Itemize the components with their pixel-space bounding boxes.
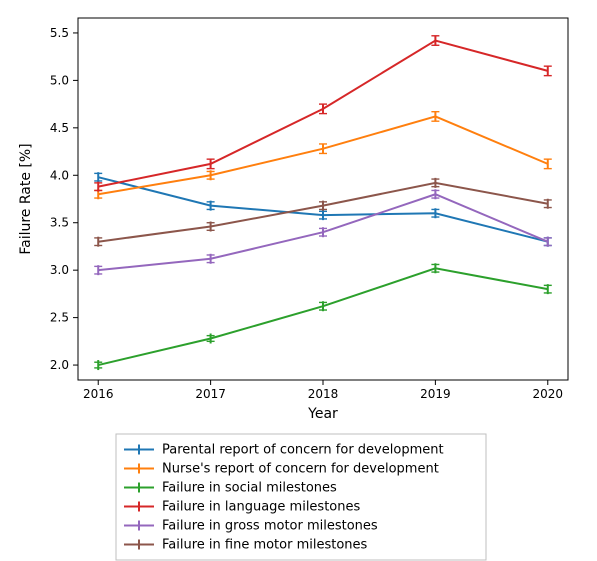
y-tick-label: 3.0 [50,263,69,277]
failure-rate-chart: 2016 2017 2018 2019 2020 2.0 2.5 3.0 3.5 4.0 4.5 5.… [0,0,597,561]
x-tick-label: 2018 [308,387,339,401]
legend-label: Parental report of concern for developme… [162,443,444,458]
series-line [98,268,548,365]
y-tick-label: 5.0 [50,73,69,87]
legend-label: Nurse's report of concern for developmen… [162,462,439,477]
y-tick-label: 4.5 [50,121,69,135]
x-tick-label: 2019 [420,387,451,401]
y-tick-label: 3.5 [50,216,69,230]
y-tick-label: 5.5 [50,26,69,40]
y-tick-label: 4.0 [50,168,69,182]
legend-label: Failure in gross motor milestones [162,519,378,534]
y-axis-label: Failure Rate [%] [18,143,34,254]
x-tick-label: 2020 [532,387,563,401]
legend-label: Failure in social milestones [162,481,337,496]
y-tick-label: 2.0 [50,358,69,372]
legend-label: Failure in language milestones [162,500,360,515]
y-tick-label: 2.5 [50,311,69,325]
x-tick-label: 2017 [195,387,226,401]
series-line [98,116,548,194]
legend-label: Failure in fine motor milestones [162,538,368,553]
x-axis-label: Year [307,406,338,422]
x-tick-label: 2016 [83,387,114,401]
